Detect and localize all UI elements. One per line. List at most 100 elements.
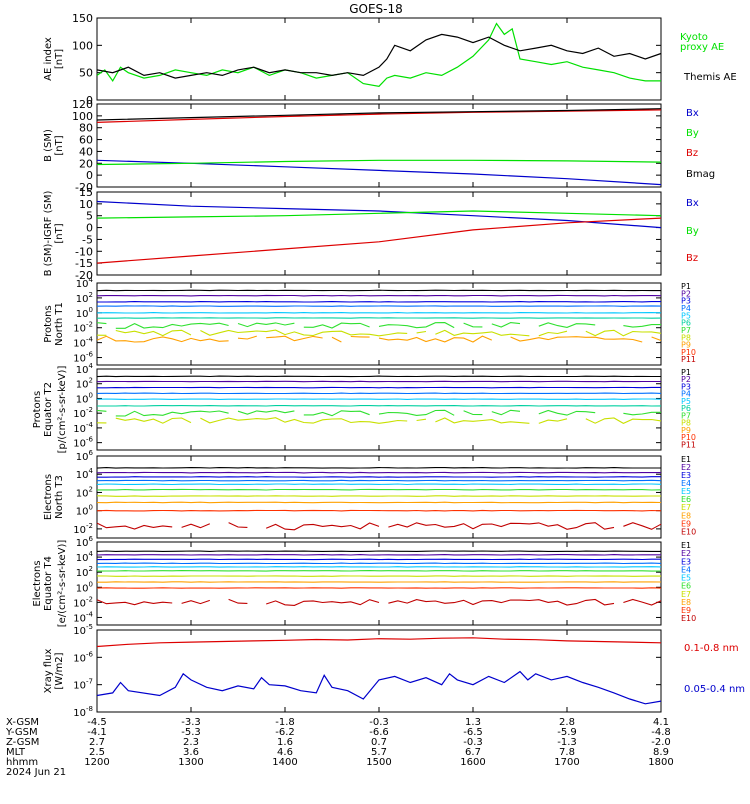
panel-7-ytick-exponent: -7 <box>86 678 93 686</box>
panel-5-ylabel: North T3 <box>54 475 65 519</box>
panel-6-channel-e6 <box>97 571 661 572</box>
panel-5-channel-e3 <box>97 477 661 478</box>
panel-7-series-0-1-0-8-nm <box>97 638 661 647</box>
panel-3-ylabel: North T1 <box>54 302 65 346</box>
legend-panel-5-e10: E10 <box>681 527 696 536</box>
panel-5-channel-e10 <box>97 523 661 530</box>
panel-1-series-bz <box>97 110 661 123</box>
legend-panel-1-by: By <box>686 128 699 139</box>
panel-7-ylabel: [W/m2] <box>54 652 65 689</box>
panel-5-ytick-label: 102 <box>76 485 93 499</box>
panel-3-ytick-label: 104 <box>76 276 94 290</box>
panel-7-ytick-exponent: -5 <box>86 623 93 631</box>
panel-7-ylabel: Xray flux <box>43 649 54 694</box>
panel-5-ytick-exponent: 0 <box>89 504 93 512</box>
panel-3-ytick-label: 102 <box>76 291 93 305</box>
legend-panel-1-bmag: Bmag <box>686 169 715 180</box>
panel-5-ytick-label: 106 <box>76 449 94 463</box>
panel-5-channel-e2 <box>97 472 661 473</box>
panel-3-ytick-label: 10-4 <box>73 336 93 350</box>
panel-3-ytick-exponent: -6 <box>86 351 94 359</box>
panel-4-channel-p8 <box>97 418 661 424</box>
panel-0-ylabel: AE index <box>43 37 54 81</box>
panel-4-ytick-label: 100 <box>76 391 93 405</box>
panel-3-ytick-exponent: 2 <box>89 291 93 299</box>
panel-1-ytick-label: 100 <box>72 110 93 123</box>
panel-5-ytick-label: 10-2 <box>73 522 93 536</box>
panel-3-channel-p1 <box>97 290 661 291</box>
footer-row-label: 2024 Jun 21 <box>6 767 66 778</box>
panel-2-ytick-label: -15 <box>75 257 93 270</box>
legend-kyoto-line2: proxy AE <box>680 42 724 53</box>
panel-3-channel-p9 <box>97 336 661 342</box>
panel-4-ytick-exponent: -2 <box>86 406 93 414</box>
legend-panel-1-bx: Bx <box>686 108 699 119</box>
panel-3-ytick-exponent: -2 <box>86 321 93 329</box>
panel-6-channel-e3 <box>97 559 661 560</box>
panel-0-ytick-label: 150 <box>72 12 93 25</box>
panel-5-channel-e6 <box>97 489 661 490</box>
panel-2-ytick-label: 0 <box>86 222 93 235</box>
panel-4-ytick-label: 104 <box>76 362 94 376</box>
panel-5-ylabel: Electrons <box>43 474 54 520</box>
panel-4-ytick-label: 10-4 <box>73 421 93 435</box>
panel-6-ylabel: Equator T4 <box>43 556 54 611</box>
panel-7-series-0-05-0-4-nm <box>97 672 661 704</box>
panel-3-ytick-label: 100 <box>76 306 93 320</box>
footer-value: 1700 <box>554 757 579 768</box>
panel-6-ytick-exponent: 0 <box>89 580 93 588</box>
legend-panel-2-bx: Bx <box>686 198 699 209</box>
panel-2-ytick-label: -10 <box>75 245 93 258</box>
footer-value: 1300 <box>178 757 203 768</box>
panel-2-ytick-label: -5 <box>82 233 93 246</box>
panel-4-ytick-exponent: 4 <box>89 362 94 370</box>
panel-5-channel-e4 <box>97 480 661 481</box>
panel-4-ytick-exponent: -4 <box>86 421 94 429</box>
panel-4-ytick-exponent: 0 <box>89 391 93 399</box>
panel-6-ytick-exponent: -4 <box>86 610 94 618</box>
panel-5-channel-e5 <box>97 484 661 485</box>
panel-3-ytick-exponent: 4 <box>89 276 94 284</box>
panel-2-series-bz <box>97 218 661 263</box>
legend-xray-short: 0.05-0.4 nm <box>684 684 745 695</box>
legend-panel-1-bz: Bz <box>686 148 698 159</box>
panel-4-channel-p7 <box>97 410 661 416</box>
panel-5-ytick-label: 104 <box>76 467 94 481</box>
panel-2-series-by <box>97 211 661 218</box>
panel-6-ytick-label: 106 <box>76 535 94 549</box>
panel-1-ytick-label: 60 <box>79 134 93 147</box>
legend-panel-2-by: By <box>686 226 699 237</box>
panel-4-ytick-label: 102 <box>76 377 93 391</box>
panel-0-frame <box>97 18 661 100</box>
panel-1-ytick-label: 80 <box>79 122 93 135</box>
panel-0-ytick-label: 100 <box>72 39 93 52</box>
panel-5-channel-e7 <box>97 496 661 497</box>
chart-title: GOES-18 <box>349 2 403 16</box>
legend-panel-2-bz: Bz <box>686 253 698 264</box>
panel-3-ylabel: Protons <box>43 305 54 342</box>
panel-6-ytick-exponent: 2 <box>89 565 93 573</box>
panel-3-ytick-exponent: -4 <box>86 336 94 344</box>
panel-5-ytick-exponent: 6 <box>89 449 94 457</box>
panel-0-ylabel: [nT] <box>54 49 65 69</box>
legend-panel-6-e10: E10 <box>681 614 696 623</box>
panel-6-ytick-label: 100 <box>76 580 93 594</box>
footer-value: 1600 <box>460 757 485 768</box>
footer-value: 1500 <box>366 757 391 768</box>
panel-2-ytick-label: 5 <box>86 210 93 223</box>
panel-3-channel-p2 <box>97 295 661 296</box>
panel-2-series-bx <box>97 202 661 228</box>
panel-6-ylabel: Electrons <box>32 560 43 606</box>
legend-panel-3-p11: P11 <box>681 355 696 364</box>
panel-3-channel-p8 <box>97 330 661 336</box>
panel-0-ytick-label: 50 <box>79 67 93 80</box>
panel-6-ytick-exponent: 4 <box>89 550 94 558</box>
panel-6-ytick-label: 104 <box>76 550 94 564</box>
panel-5-ytick-exponent: 2 <box>89 485 93 493</box>
panel-1-ylabel: B (SM) <box>43 129 54 162</box>
panel-4-ytick-label: 10-2 <box>73 406 93 420</box>
panel-1-ytick-label: 0 <box>86 169 93 182</box>
panel-4-ylabel: Equator T2 <box>43 382 54 437</box>
